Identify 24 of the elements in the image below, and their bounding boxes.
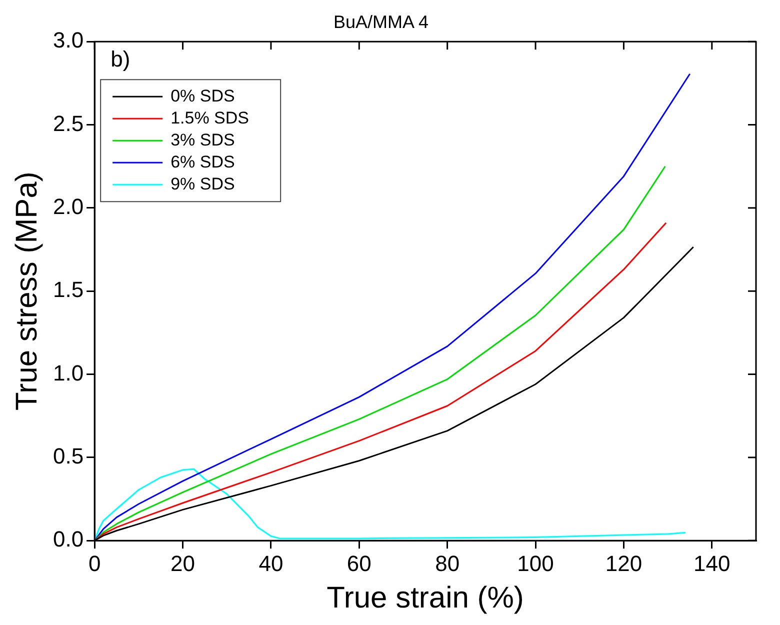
x-tick-label: 40 <box>258 550 284 576</box>
y-tick-label: 1.0 <box>52 360 84 386</box>
y-tick-label: 0.5 <box>52 443 84 468</box>
y-tick-label: 0.0 <box>52 526 84 552</box>
x-tick-label: 60 <box>346 550 372 576</box>
x-tick-label: 80 <box>435 550 460 576</box>
x-tick-label: 120 <box>605 550 642 576</box>
y-tick-label: 2.0 <box>52 194 84 219</box>
y-axis-title: True stress (MPa) <box>10 172 44 411</box>
x-tick-label: 20 <box>170 550 196 576</box>
annotation: b) <box>110 46 130 72</box>
y-tick-label: 2.5 <box>52 110 84 136</box>
legend-label: 3% SDS <box>170 130 235 150</box>
y-tick-label: 3.0 <box>52 28 84 53</box>
x-tick-label: 0 <box>88 550 101 576</box>
legend-label: 0% SDS <box>170 86 235 106</box>
x-axis-title: True strain (%) <box>326 581 524 614</box>
legend-label: 9% SDS <box>170 174 235 194</box>
legend-label: 1.5% SDS <box>170 108 250 128</box>
x-tick-label: 140 <box>694 550 730 576</box>
x-tick-label: 100 <box>517 550 554 576</box>
legend-label: 6% SDS <box>170 152 235 172</box>
y-tick-label: 1.5 <box>52 277 84 302</box>
chart-title: BuA/MMA 4 <box>333 12 429 32</box>
